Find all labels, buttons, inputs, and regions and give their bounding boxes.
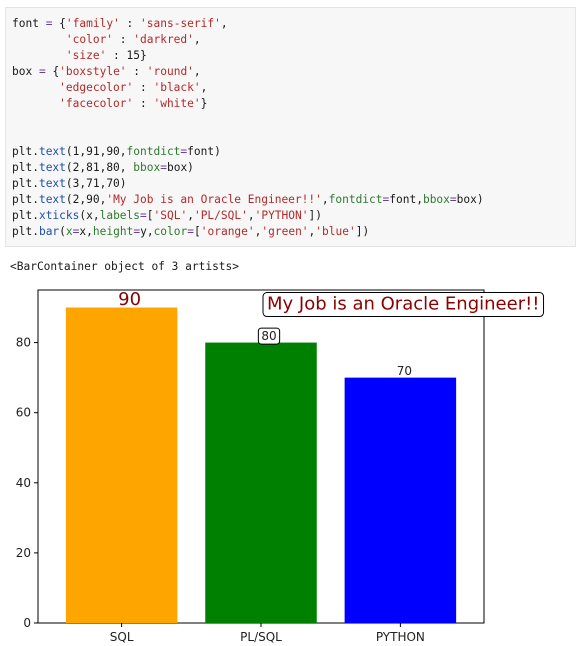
- x-tick-label: PYTHON: [376, 630, 425, 644]
- annotation-3: 70: [397, 364, 412, 378]
- ticks-group: 0 20 40 60 80 SQL PL/SQL PYTHON: [16, 336, 425, 644]
- code-line: 'facecolor' : 'white'}: [59, 97, 208, 110]
- bar-chart: 0 20 40 60 80 SQL PL/SQL PYTHON 90 80 70 My Job is…: [16, 289, 545, 644]
- y-tick-label: 60: [16, 406, 31, 420]
- x-tick-label: SQL: [110, 630, 134, 644]
- code-line: 'color' : 'darkred',: [65, 33, 201, 46]
- annotation-2-box: [257, 327, 281, 345]
- x-tick-label: PL/SQL: [240, 630, 282, 644]
- annotation-2: 80: [261, 329, 276, 343]
- code-lines: font = {'family' : 'sans-serif', 'color'…: [12, 16, 484, 240]
- y-tick-label: 20: [16, 546, 31, 560]
- y-tick-label: 0: [23, 616, 31, 630]
- code-line: plt.text(2,81,80, bbox=box): [12, 161, 194, 174]
- annotation-4: My Job is an Oracle Engineer!!: [267, 294, 540, 315]
- code-line: 'edgecolor' : 'black',: [59, 81, 208, 94]
- annotation-1: 90: [118, 289, 141, 310]
- code-line: plt.text(3,71,70): [12, 177, 127, 190]
- bar-plsql: [205, 342, 317, 623]
- code-line: font = {'family' : 'sans-serif',: [12, 17, 228, 30]
- code-line: [12, 112, 484, 128]
- bars-group: [65, 307, 457, 623]
- annotations-group: 90 80 70 My Job is an Oracle Engineer!!: [118, 289, 545, 378]
- code-line: 'size' : 15}: [65, 49, 147, 62]
- annotation-4-box: [262, 292, 545, 318]
- code-line: box = {'boxstyle' : 'round',: [12, 65, 201, 78]
- code-line: plt.bar(x=x,height=y,color=['orange','gr…: [12, 225, 370, 238]
- y-tick-label: 40: [16, 476, 31, 490]
- cell-output-text: <BarContainer object of 3 artists>: [10, 260, 240, 273]
- code-line: plt.text(2,90,'My Job is an Oracle Engin…: [12, 193, 484, 206]
- bar-sql: [65, 307, 178, 623]
- code-line: [12, 128, 484, 144]
- y-tick-label: 80: [16, 336, 31, 350]
- code-line: plt.xticks(x,labels=['SQL','PL/SQL','PYT…: [12, 209, 322, 222]
- code-line: plt.text(1,91,90,fontdict=font): [12, 145, 221, 158]
- code-cell[interactable]: font = {'family' : 'sans-serif', 'color'…: [5, 7, 576, 247]
- bar-python: [344, 377, 457, 623]
